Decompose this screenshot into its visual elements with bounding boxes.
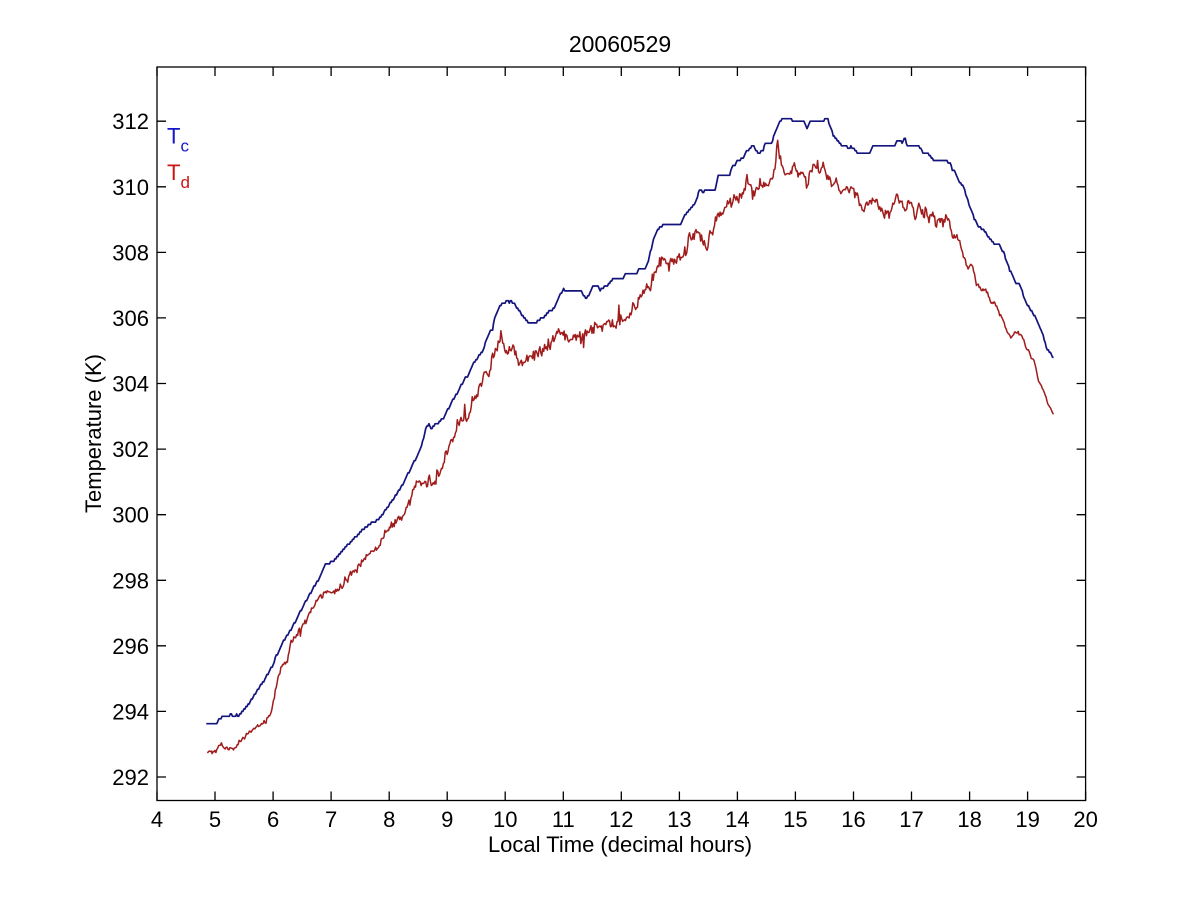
svg-text:15: 15 (783, 807, 807, 832)
svg-text:14: 14 (725, 807, 749, 832)
svg-text:296: 296 (112, 634, 149, 659)
svg-text:13: 13 (667, 807, 691, 832)
svg-text:Temperature (K): Temperature (K) (81, 354, 106, 513)
svg-text:Local Time (decimal hours): Local Time (decimal hours) (488, 832, 752, 857)
svg-text:7: 7 (325, 807, 337, 832)
svg-text:312: 312 (112, 109, 149, 134)
svg-text:16: 16 (841, 807, 865, 832)
svg-text:17: 17 (899, 807, 923, 832)
svg-text:294: 294 (112, 699, 149, 724)
svg-text:8: 8 (383, 807, 395, 832)
svg-text:10: 10 (493, 807, 517, 832)
svg-text:306: 306 (112, 306, 149, 331)
svg-text:300: 300 (112, 503, 149, 528)
svg-text:5: 5 (209, 807, 221, 832)
svg-text:20: 20 (1073, 807, 1097, 832)
svg-text:304: 304 (112, 372, 149, 397)
svg-text:292: 292 (112, 765, 149, 790)
svg-text:4: 4 (151, 807, 163, 832)
svg-text:298: 298 (112, 568, 149, 593)
svg-text:308: 308 (112, 240, 149, 265)
svg-text:20060529: 20060529 (569, 31, 671, 57)
svg-text:19: 19 (1015, 807, 1039, 832)
svg-text:12: 12 (609, 807, 633, 832)
svg-text:11: 11 (552, 807, 575, 832)
svg-text:18: 18 (957, 807, 981, 832)
svg-text:9: 9 (441, 807, 453, 832)
svg-text:302: 302 (112, 437, 149, 462)
svg-text:310: 310 (112, 175, 149, 200)
svg-text:6: 6 (267, 807, 279, 832)
